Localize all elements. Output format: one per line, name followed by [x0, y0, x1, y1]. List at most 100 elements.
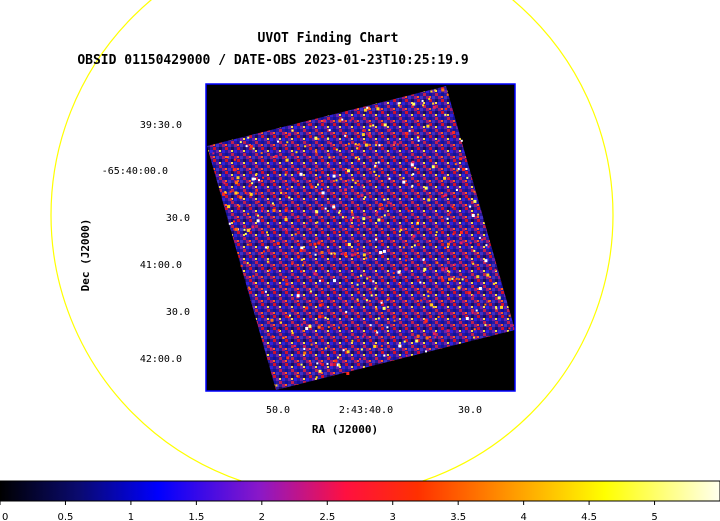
hot-pixel	[347, 169, 350, 173]
hot-pixel	[475, 309, 478, 312]
hot-pixel	[358, 143, 361, 146]
hot-pixel	[484, 303, 487, 306]
hot-pixel	[300, 363, 303, 366]
hot-pixel	[285, 229, 288, 232]
hot-pixel	[365, 257, 368, 260]
hot-pixel	[411, 160, 415, 164]
hot-pixel	[379, 251, 383, 254]
hot-pixel	[360, 274, 363, 277]
colorbar-tick-label: 0	[2, 512, 8, 521]
hot-pixel	[333, 252, 336, 255]
hot-pixel	[412, 173, 415, 176]
hot-pixel	[262, 176, 265, 179]
hot-pixel	[445, 107, 448, 110]
hot-pixel	[375, 307, 378, 310]
hot-pixel	[411, 184, 414, 187]
hot-pixel	[472, 294, 475, 297]
hot-pixel	[258, 179, 260, 182]
hot-pixel	[319, 176, 322, 179]
hot-pixel	[422, 258, 425, 261]
hot-pixel	[428, 98, 431, 100]
hot-pixel	[456, 169, 459, 172]
hot-pixel	[264, 290, 267, 293]
hot-pixel	[451, 277, 454, 280]
hot-pixel	[366, 106, 369, 109]
hot-pixel	[248, 286, 251, 289]
hot-pixel	[376, 107, 380, 111]
hot-pixel	[451, 206, 454, 209]
hot-pixel	[362, 217, 366, 221]
hot-pixel	[251, 182, 254, 185]
hot-pixel	[301, 258, 303, 261]
hot-pixel	[280, 192, 283, 194]
hot-pixel	[484, 259, 488, 263]
chart-title: UVOT Finding Chart	[258, 31, 399, 46]
exposure-footprint	[207, 86, 515, 390]
hot-pixel	[431, 165, 435, 169]
hot-pixel	[425, 336, 429, 340]
hot-pixel	[359, 145, 362, 148]
hot-pixel	[266, 231, 268, 234]
hot-pixel	[289, 314, 291, 317]
hot-pixel	[318, 315, 322, 319]
hot-pixel	[362, 129, 365, 132]
hot-pixel	[345, 302, 348, 305]
hot-pixel	[410, 163, 414, 167]
hot-pixel	[282, 279, 285, 281]
hot-pixel	[325, 347, 327, 350]
x-tick-label: 30.0	[458, 405, 482, 416]
hot-pixel	[295, 151, 298, 154]
colorbar	[0, 480, 720, 502]
hot-pixel	[328, 252, 330, 255]
hot-pixel	[412, 102, 416, 106]
hot-pixel	[314, 136, 318, 140]
hot-pixel	[320, 250, 324, 254]
hot-pixel	[386, 326, 389, 329]
hot-pixel	[276, 241, 280, 245]
hot-pixel	[413, 244, 416, 247]
hot-pixel	[274, 154, 278, 158]
hot-pixel	[355, 156, 357, 159]
hot-pixel	[487, 300, 490, 303]
hot-pixel	[257, 214, 260, 217]
hot-pixel	[222, 192, 226, 196]
hot-pixel	[286, 356, 290, 360]
hot-pixel	[383, 354, 386, 357]
hot-pixel	[389, 128, 392, 131]
hot-pixel	[317, 241, 321, 245]
hot-pixel	[346, 350, 350, 354]
hot-pixel	[367, 106, 371, 110]
hot-pixel	[478, 287, 482, 290]
hot-pixel	[376, 331, 379, 334]
hot-pixel	[484, 324, 487, 327]
hot-pixel	[379, 203, 383, 207]
hot-pixel	[318, 369, 322, 373]
hot-pixel	[344, 188, 348, 192]
hot-pixel	[383, 123, 387, 127]
hot-pixel	[248, 185, 251, 188]
hot-pixel	[261, 210, 263, 213]
hot-pixel	[307, 123, 310, 126]
hot-pixel	[357, 291, 360, 294]
hot-pixel	[495, 307, 498, 310]
hot-pixel	[508, 327, 511, 330]
hot-pixel	[419, 156, 422, 159]
hot-pixel	[473, 199, 477, 203]
hot-pixel	[374, 164, 377, 167]
hot-pixel	[389, 202, 392, 205]
colorbar-tick-label: 2.5	[319, 512, 335, 521]
hot-pixel	[228, 222, 231, 225]
hot-pixel	[310, 343, 313, 346]
hot-pixel	[300, 246, 304, 250]
hot-pixel	[404, 267, 408, 271]
hot-pixel	[385, 204, 388, 207]
hot-pixel	[288, 196, 291, 199]
hot-pixel	[336, 363, 340, 367]
hot-pixel	[277, 329, 280, 332]
hot-pixel	[383, 214, 386, 217]
colorbar-tick-label: 3.5	[450, 512, 466, 521]
hot-pixel	[397, 102, 400, 105]
hot-pixel	[449, 241, 452, 243]
hot-pixel	[458, 278, 461, 281]
hot-pixel	[398, 283, 401, 285]
